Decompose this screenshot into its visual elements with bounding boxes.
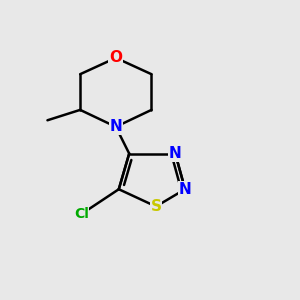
Text: N: N [179, 182, 191, 197]
Text: N: N [169, 146, 182, 161]
Text: S: S [150, 199, 161, 214]
Text: Cl: Cl [74, 207, 89, 221]
Text: N: N [110, 119, 122, 134]
Text: O: O [109, 50, 122, 65]
